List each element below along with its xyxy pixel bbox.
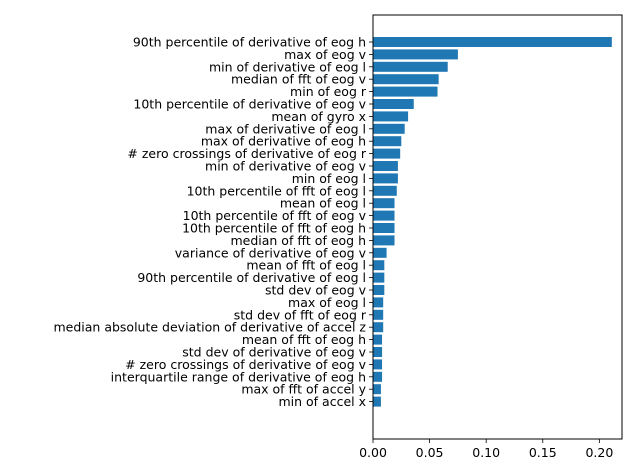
bar [373,198,395,209]
category-label: max of fft of accel y [241,382,366,397]
bar [373,285,385,295]
category-label: 10th percentile of fft of eog v [183,208,367,223]
category-label: mean of fft of eog h [242,332,366,347]
category-label: 90th percentile of derivative of eog h [133,35,366,50]
bars-group [373,37,612,407]
bar [373,260,385,271]
bar [373,99,414,109]
category-label: interquartile range of derivative of eog… [111,369,366,384]
category-label: 10th percentile of derivative of eog v [133,97,366,112]
x-tick-label: 0.15 [529,445,557,460]
bar [373,37,612,47]
bar [373,173,398,184]
category-label: median of fft of eog v [231,72,367,87]
bar [373,371,383,382]
category-label: min of derivative of eog v [205,159,367,174]
category-label: std dev of fft of eog r [234,307,367,322]
category-label: std dev of eog v [265,283,367,298]
category-label: max of derivative of eog l [205,121,366,136]
category-label: median absolute deviation of derivative … [54,320,367,335]
bar [373,74,439,85]
category-labels-group: 90th percentile of derivative of eog hma… [54,35,373,409]
x-tick-label: 0.20 [585,445,613,460]
bar [373,210,395,221]
bar [373,347,383,357]
bar [373,223,395,233]
category-label: 10th percentile of fft of eog h [182,221,366,236]
x-axis-group: 0.00 0.05 0.10 0.15 0.20 [359,439,613,460]
category-label: max of eog v [284,47,366,62]
category-label: # zero crossings of derivative of eog r [127,146,366,161]
category-label: std dev of derivative of eog v [182,345,366,360]
bar [373,384,381,395]
category-label: 10th percentile of fft of eog l [187,183,366,198]
bar [373,111,409,122]
category-label: variance of derivative of eog v [175,245,367,260]
category-label: # zero crossings of derivative of eog v [125,357,366,372]
category-label: mean of fft of eog l [246,258,366,273]
bar [373,136,402,147]
category-label: min of derivative of eog l [209,59,366,74]
bar [373,247,387,258]
category-label: min of eog r [290,84,367,99]
x-tick-label: 0.00 [359,445,387,460]
bar [373,235,395,246]
bar [373,123,405,134]
bar [373,359,383,370]
x-tick-label: 0.10 [472,445,500,460]
plot-frame [372,14,623,440]
bar [373,334,383,345]
category-label: median of fft of eog h [230,233,366,248]
bar [373,86,438,97]
x-tick-label: 0.05 [416,445,444,460]
bar [373,185,397,196]
category-label: 90th percentile of derivative of eog l [137,270,366,285]
category-label: max of derivative of eog h [201,134,366,149]
category-label: min of eog l [292,171,366,186]
bar [373,148,401,159]
bar [373,49,458,60]
bar [373,272,385,283]
category-label: mean of gyro x [271,109,366,124]
category-label: max of eog l [288,295,366,310]
bar [373,396,381,407]
bar [373,61,448,72]
category-label: min of accel x [278,394,366,409]
category-label: mean of eog l [280,196,366,211]
bar [373,322,384,333]
bar [373,309,384,320]
bar [373,297,384,308]
bar [373,161,398,171]
